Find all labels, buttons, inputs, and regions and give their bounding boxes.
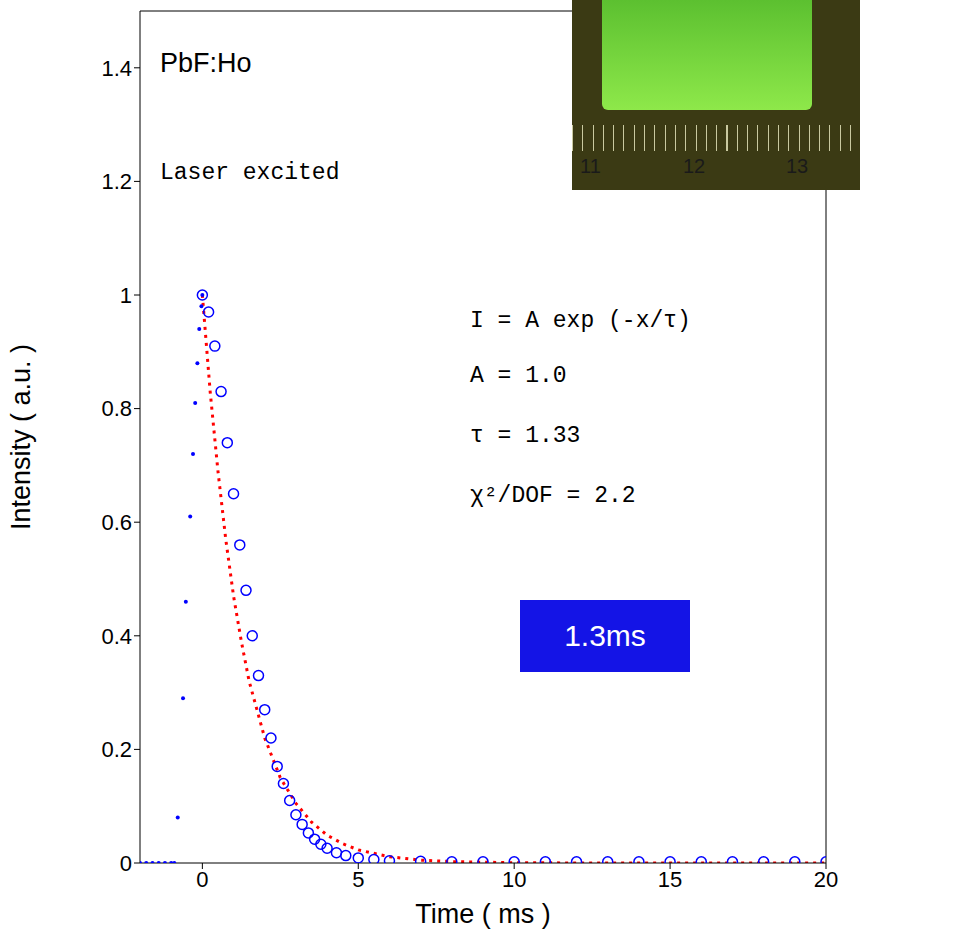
html-text:τ = 1.33: τ = 1.33 (470, 423, 581, 449)
svg-text:0.6: 0.6 (101, 510, 132, 535)
html-text:I = A exp (-x/τ): I = A exp (-x/τ) (470, 308, 691, 334)
svg-text:15: 15 (658, 867, 682, 892)
svg-text:5: 5 (352, 867, 364, 892)
svg-text:0: 0 (196, 867, 208, 892)
html-text:1.3ms: 1.3ms (564, 619, 646, 652)
html-text:A = 1.0: A = 1.0 (470, 363, 567, 389)
svg-text:0.2: 0.2 (101, 737, 132, 762)
html-text:13: 13 (786, 155, 809, 177)
svg-text:1.4: 1.4 (101, 56, 132, 81)
svg-text:1.2: 1.2 (101, 169, 132, 194)
html-text:χ²/DOF = 2.2: χ²/DOF = 2.2 (470, 483, 636, 509)
svg-text:1: 1 (120, 283, 132, 308)
svg-text:0.8: 0.8 (101, 396, 132, 421)
html-text:Laser excited: Laser excited (160, 160, 340, 186)
html-text:12: 12 (683, 155, 706, 177)
svg-text:20: 20 (814, 867, 838, 892)
html-text:PbF:Ho: PbF:Ho (160, 48, 252, 78)
svg-text:Intensity ( a.u. ): Intensity ( a.u. ) (6, 344, 36, 530)
html-text:11: 11 (580, 155, 601, 177)
svg-text:0.4: 0.4 (101, 624, 132, 649)
svg-text:Time ( ms ): Time ( ms ) (415, 899, 550, 929)
svg-text:10: 10 (502, 867, 526, 892)
svg-text:0: 0 (120, 851, 132, 876)
